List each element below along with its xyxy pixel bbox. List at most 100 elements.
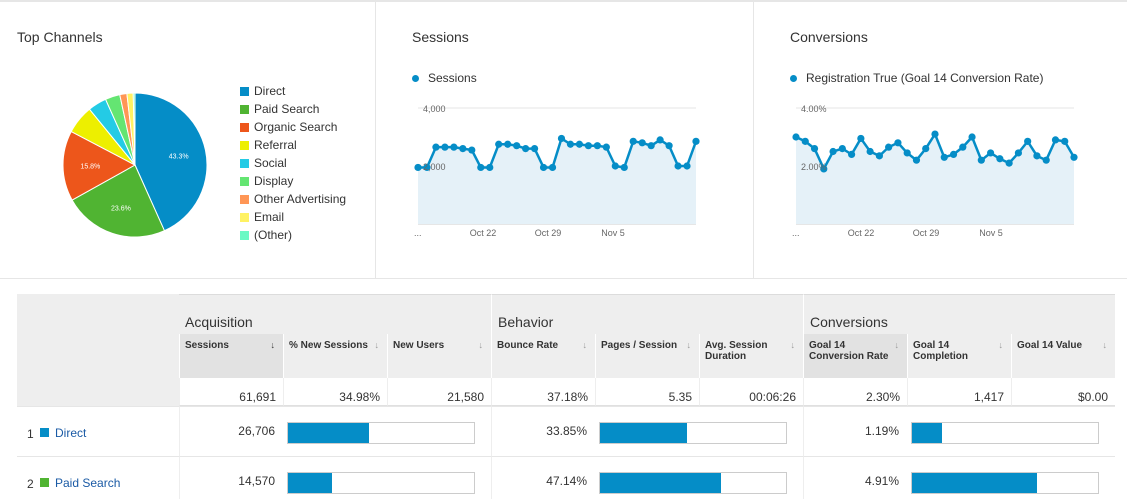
column-header-pages-per-session[interactable]: Pages / Session ↓ <box>595 334 699 378</box>
legend-item-paid-search[interactable]: Paid Search <box>240 100 346 118</box>
data-point[interactable] <box>450 143 458 151</box>
data-point[interactable] <box>820 165 828 173</box>
pie-slice-direct[interactable] <box>134 92 208 232</box>
data-point[interactable] <box>801 137 809 145</box>
data-point[interactable] <box>792 133 800 141</box>
data-point[interactable] <box>829 147 837 156</box>
data-point[interactable] <box>548 163 557 172</box>
data-point[interactable] <box>513 142 521 150</box>
data-point[interactable] <box>566 140 575 148</box>
column-header-new-sessions[interactable]: % New Sessions ↓ <box>283 334 387 378</box>
column-header-goal-value[interactable]: Goal 14 Value ↓ <box>1011 334 1115 378</box>
column-header-bounce-rate[interactable]: Bounce Rate ↓ <box>491 334 595 378</box>
data-point[interactable] <box>866 147 874 156</box>
data-point[interactable] <box>1005 159 1013 167</box>
pie-slice-paid-search[interactable] <box>71 164 166 238</box>
sort-icon[interactable]: ↓ <box>478 340 484 350</box>
data-point[interactable] <box>486 163 494 172</box>
data-point[interactable] <box>959 143 967 151</box>
data-point[interactable] <box>1042 156 1050 164</box>
data-point[interactable] <box>996 155 1004 163</box>
data-point[interactable] <box>894 139 902 147</box>
data-point[interactable] <box>1024 137 1032 145</box>
data-point[interactable] <box>611 162 619 170</box>
legend-item-organic-search[interactable]: Organic Search <box>240 118 346 136</box>
data-point[interactable] <box>857 134 865 143</box>
column-header-sessions[interactable]: Sessions ↓ <box>179 334 283 378</box>
data-point[interactable] <box>584 142 592 150</box>
data-point[interactable] <box>656 136 664 144</box>
column-header-goal-completion[interactable]: Goal 14 Completion ↓ <box>907 334 1011 378</box>
channel-link-direct[interactable]: Direct <box>55 426 87 440</box>
sort-icon[interactable]: ↓ <box>790 340 796 350</box>
data-point[interactable] <box>922 145 930 153</box>
data-point[interactable] <box>495 140 503 148</box>
sort-icon[interactable]: ↓ <box>582 340 588 350</box>
data-point[interactable] <box>647 142 655 150</box>
data-point[interactable] <box>522 145 530 153</box>
data-point[interactable] <box>1051 136 1060 144</box>
data-point[interactable] <box>940 153 948 161</box>
legend-item-email[interactable]: Email <box>240 208 346 226</box>
series-legend[interactable]: Sessions <box>412 71 477 85</box>
data-point[interactable] <box>1014 149 1022 157</box>
legend-item-display[interactable]: Display <box>240 172 346 190</box>
data-point[interactable] <box>477 163 485 172</box>
data-point[interactable] <box>692 137 700 145</box>
sort-icon[interactable]: ↓ <box>686 340 692 350</box>
data-point[interactable] <box>968 133 976 141</box>
data-point[interactable] <box>665 142 673 150</box>
data-point[interactable] <box>1033 152 1041 160</box>
column-header-avg-session-duration[interactable]: Avg. Session Duration ↓ <box>699 334 803 378</box>
legend-item-direct[interactable]: Direct <box>240 82 346 100</box>
data-point[interactable] <box>557 134 566 143</box>
data-point[interactable] <box>620 163 628 172</box>
data-point[interactable] <box>885 143 893 151</box>
data-point[interactable] <box>539 163 548 172</box>
data-point[interactable] <box>683 162 691 170</box>
conversions-line-chart[interactable]: 2.00% 4.00%... Oct 22 Oct 29 Nov 5 <box>754 98 1127 258</box>
column-header-goal-conversion-rate[interactable]: Goal 14 Conversion Rate ↓ <box>803 334 907 378</box>
data-point[interactable] <box>530 145 539 153</box>
data-point[interactable] <box>838 145 846 153</box>
data-point[interactable] <box>432 143 440 151</box>
sort-desc-icon[interactable]: ↓ <box>270 340 276 350</box>
data-point[interactable] <box>575 140 584 148</box>
legend-item-referral[interactable]: Referral <box>240 136 346 154</box>
pie-slice-other[interactable] <box>132 92 136 166</box>
data-point[interactable] <box>949 150 958 158</box>
data-point[interactable] <box>638 139 646 147</box>
data-point[interactable] <box>629 137 637 145</box>
legend-item-other[interactable]: (Other) <box>240 226 346 244</box>
data-point[interactable] <box>1070 153 1078 161</box>
data-point[interactable] <box>987 149 995 157</box>
data-point[interactable] <box>912 156 921 164</box>
pie-chart[interactable]: 43.3% 23.6% 15.8% <box>50 60 250 260</box>
data-point[interactable] <box>848 150 856 158</box>
series-legend[interactable]: Registration True (Goal 14 Conversion Ra… <box>790 71 1043 85</box>
legend-item-social[interactable]: Social <box>240 154 346 172</box>
sort-icon[interactable]: ↓ <box>894 340 900 350</box>
data-point[interactable] <box>423 163 431 172</box>
data-point[interactable] <box>459 145 467 153</box>
data-point[interactable] <box>504 140 512 148</box>
channel-link-paid-search[interactable]: Paid Search <box>55 476 121 490</box>
legend-item-other-advertising[interactable]: Other Advertising <box>240 190 346 208</box>
sort-icon[interactable]: ↓ <box>374 340 380 350</box>
data-point[interactable] <box>593 142 601 150</box>
column-header-new-users[interactable]: New Users ↓ <box>387 334 491 378</box>
sort-icon[interactable]: ↓ <box>998 340 1004 350</box>
sessions-line-chart[interactable]: 2,000 4,000... Oct 22 Oct 29 Nov 5 <box>376 98 754 258</box>
data-point[interactable] <box>674 162 682 170</box>
data-point[interactable] <box>931 130 939 138</box>
data-point[interactable] <box>441 143 449 151</box>
sort-icon[interactable]: ↓ <box>1102 340 1108 350</box>
data-point[interactable] <box>1061 137 1069 145</box>
data-point[interactable] <box>414 163 422 172</box>
data-point[interactable] <box>468 146 476 154</box>
data-point[interactable] <box>903 149 911 157</box>
data-point[interactable] <box>810 145 819 153</box>
data-point[interactable] <box>875 152 883 160</box>
data-point[interactable] <box>602 143 610 151</box>
data-point[interactable] <box>977 156 985 164</box>
